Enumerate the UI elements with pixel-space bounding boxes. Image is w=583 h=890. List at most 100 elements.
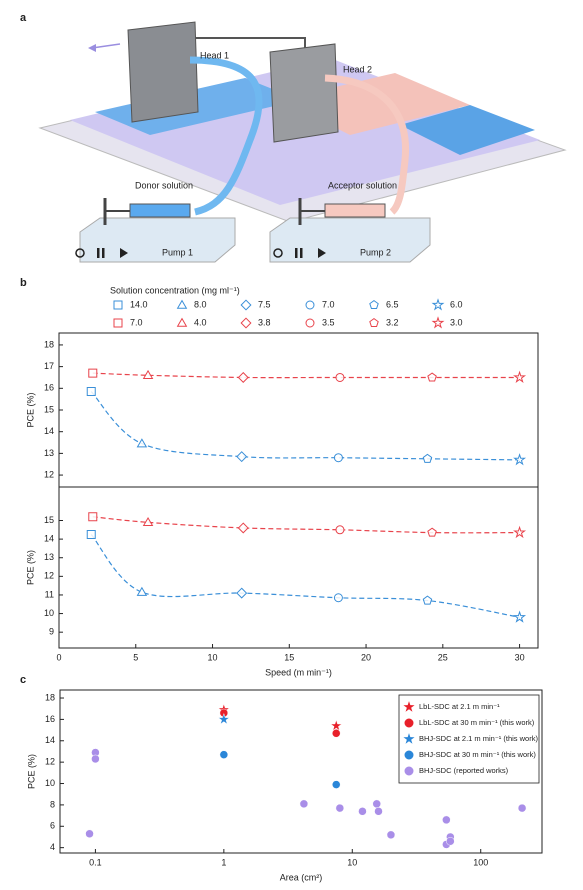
y-tick-label: 18 [45,692,55,702]
data-point [136,438,148,448]
legend-marker [404,750,414,760]
data-point [427,372,437,382]
data-point [329,719,343,732]
legend-marker [240,299,252,311]
legend-marker [305,300,315,310]
y-tick-label: 12 [45,757,55,767]
panel-label: c [20,674,26,686]
donor-syringe [129,203,191,218]
y-tick-label: 10 [45,778,55,788]
legend-label: 8.0 [194,299,207,309]
y-tick-label: 12 [44,469,54,479]
legend-title: Solution concentration (mg ml⁻¹) [110,285,240,295]
data-point [513,370,527,383]
x-tick-label: 10 [208,652,218,662]
data-point [513,525,527,539]
legend-label: 3.5 [322,317,335,327]
legend-label: 7.0 [322,299,335,309]
arrow-head [88,44,96,52]
solution-label: Donor solution [135,180,193,190]
pump-2 [269,217,431,263]
data-point [374,807,383,816]
plot-frame [59,689,543,854]
data-point [442,815,451,825]
data-point [513,453,527,466]
data-point [236,451,248,463]
x-tick-label: 20 [361,652,371,662]
power-icon [273,248,283,258]
x-tick-label: 0.1 [89,857,102,867]
data-point [427,527,437,537]
x-tick-label: 10 [347,857,357,867]
legend-marker [240,317,252,329]
panel-label: b [20,277,27,289]
play-icon [120,248,128,258]
pump-1 [79,217,236,263]
y-tick-label: 16 [44,383,54,393]
data-point [237,522,249,534]
donor-tube [189,56,263,216]
legend-marker [403,733,415,744]
legend-marker [176,317,188,327]
legend-marker [305,318,315,328]
x-tick-label: 1 [221,857,226,867]
data-point [237,371,249,383]
y-axis-label: PCE (%) [26,754,36,789]
data-point [358,807,367,816]
legend-label: 14.0 [130,299,148,309]
data-point [331,729,341,738]
data-point [335,372,345,382]
x-tick-label: 0 [56,652,61,662]
x-tick-label: 100 [473,857,488,867]
y-tick-label: 14 [44,426,54,436]
solution-label: Acceptor solution [328,180,397,190]
legend-marker [369,299,379,310]
legend-label: 6.0 [450,299,463,309]
x-axis-label: Area (cm²) [280,872,323,882]
data-point [372,799,381,809]
y-tick-label: 15 [44,515,54,525]
data-point [331,780,341,789]
y-tick-label: 12 [44,571,54,581]
legend-marker [176,299,188,309]
play-icon [318,248,326,258]
y-tick-label: 14 [44,533,54,543]
plot-frame [58,332,539,488]
y-tick-label: 13 [44,552,54,562]
series-line [92,516,520,534]
x-tick-label: 15 [284,652,294,662]
pause-icon [295,248,298,258]
schematic: a Head 1 Head 2 Donor solution Acceptor … [20,12,567,263]
data-point [335,525,345,535]
y-tick-label: 4 [50,842,55,852]
data-point [446,836,455,846]
x-axis-label: Speed (m min⁻¹) [265,667,332,677]
y-tick-label: 13 [44,448,54,458]
data-point [333,453,343,463]
x-tick-label: 25 [438,652,448,662]
data-point [85,829,94,839]
pause-icon [97,248,100,258]
direction-arrow [91,43,121,49]
legend-label: BHJ-SDC (reported works) [419,766,509,775]
y-tick-label: 11 [45,589,54,599]
legend-marker [404,766,414,776]
y-tick-label: 14 [45,735,55,745]
legend-marker [404,718,414,728]
legend-label: 7.0 [130,317,143,327]
pump-label: Pump 2 [360,247,391,257]
legend-label: LbL-SDC at 30 m min⁻¹ (this work) [419,718,535,727]
legend-label: BHJ-SDC at 30 m min⁻¹ (this work) [419,750,536,759]
legend-label: 7.5 [258,299,271,309]
legend-marker [431,316,445,329]
data-point [88,512,98,522]
data-point [517,803,527,813]
y-axis-label: PCE (%) [25,392,35,427]
y-tick-label: 9 [49,627,54,637]
y-tick-label: 17 [44,361,54,371]
data-point [86,529,96,539]
pump-label: Pump 1 [162,247,193,257]
data-point [386,830,396,840]
y-tick-label: 8 [50,799,55,809]
